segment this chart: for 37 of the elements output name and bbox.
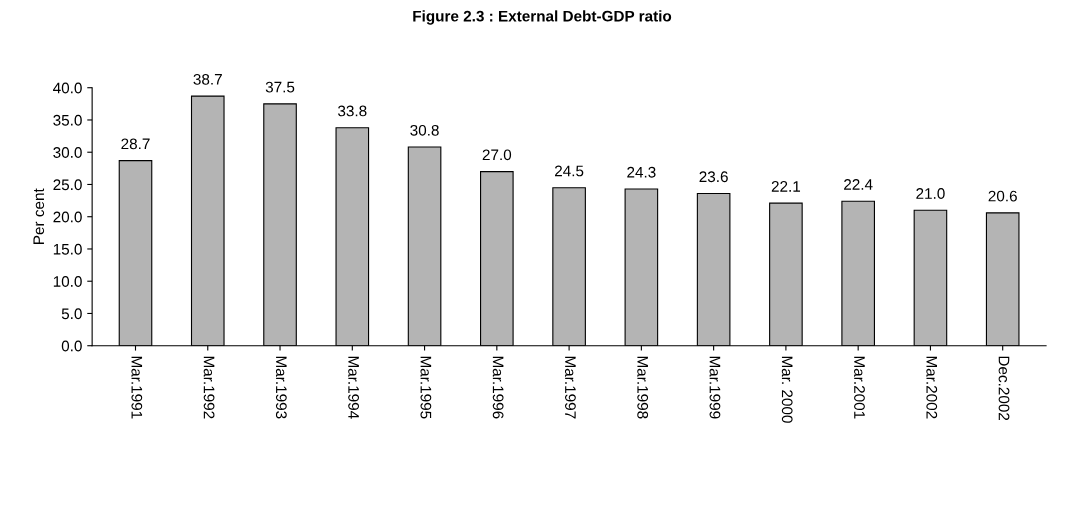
chart-title: Figure 2.3 : External Debt-GDP ratio: [413, 10, 672, 25]
data-label: 24.3: [627, 166, 656, 178]
y-tick-label: 25.0: [53, 179, 82, 191]
y-tick-label: 30.0: [53, 147, 82, 158]
x-tick-label: Mar.1991: [131, 356, 143, 419]
data-label: 20.6: [988, 190, 1017, 202]
data-label: 23.6: [699, 171, 728, 183]
y-tick-label: 5.0: [61, 308, 82, 320]
data-label: 22.4: [844, 179, 873, 190]
x-tick-label: Mar.1994: [348, 356, 360, 419]
x-tick-label: Mar.1996: [492, 356, 504, 419]
x-tick-label: Mar.2001: [854, 356, 865, 419]
data-label: 38.7: [193, 73, 222, 85]
x-tick-label: Mar.1993: [275, 356, 287, 419]
data-label: 33.8: [338, 105, 367, 117]
data-label: 30.8: [410, 124, 439, 136]
data-label: 24.5: [555, 165, 584, 177]
y-tick-label: 35.0: [53, 114, 82, 126]
x-tick-label: Mar.1998: [637, 356, 649, 419]
x-tick-label: Mar.1992: [203, 356, 215, 419]
y-tick-label: 40.0: [53, 82, 82, 94]
x-tick-label: Mar. 2000: [781, 356, 793, 423]
y-tick-label: 15.0: [53, 243, 82, 255]
x-tick-label: Mar.2002: [926, 356, 938, 419]
x-tick-label: Mar.1999: [709, 356, 721, 419]
data-label: 37.5: [265, 81, 295, 93]
data-label: 28.7: [121, 138, 150, 150]
data-label: 27.0: [482, 149, 512, 161]
y-axis-title: Per cent: [33, 188, 45, 244]
x-tick-label: Mar.1997: [565, 356, 576, 419]
data-label: 22.1: [771, 181, 801, 192]
y-tick-label: 0.0: [61, 340, 82, 352]
data-label: 21.0: [916, 188, 945, 199]
x-tick-label: Mar.1995: [420, 356, 432, 419]
y-tick-label: 20.0: [53, 211, 82, 223]
x-tick-label: Dec.2002: [998, 356, 1010, 421]
y-tick-label: 10.0: [53, 276, 82, 287]
